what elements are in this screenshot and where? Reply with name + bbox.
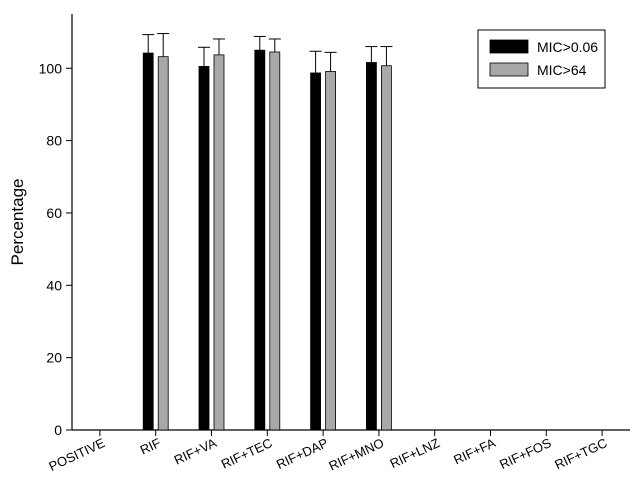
legend-label: MIC>0.06 (537, 39, 598, 55)
bar-series-group (142, 49, 392, 431)
y-tick-label: 80 (46, 133, 62, 149)
x-tick-label: RIF+LNZ (388, 435, 443, 471)
y-tick-label: 40 (46, 277, 62, 293)
bar (269, 51, 281, 431)
bar (365, 62, 377, 431)
x-tick-label: RIF+MNO (326, 435, 386, 473)
legend-label: MIC>64 (537, 62, 587, 78)
y-tick-label: 60 (46, 205, 62, 221)
x-tick-label: RIF+FA (451, 435, 498, 468)
y-tick-label: 20 (46, 350, 62, 366)
bar (213, 54, 225, 431)
error-bar-group (142, 33, 393, 73)
bar (310, 72, 322, 431)
x-tick-label: POSITIVE (46, 435, 107, 474)
x-tick-label: RIF+VA (172, 435, 219, 468)
bar (380, 65, 392, 431)
bar (254, 49, 266, 431)
y-axis: 0 20 40 60 80 100 (39, 60, 72, 438)
bar (198, 66, 210, 431)
bar (325, 71, 337, 431)
bar (142, 52, 154, 431)
y-axis-label: Percentage (8, 179, 27, 266)
x-tick-label: RIF+TGC (552, 435, 609, 472)
legend-swatch (489, 39, 529, 54)
x-tick-label: RIF+DAP (274, 435, 330, 472)
y-tick-label: 0 (54, 422, 62, 438)
bar (157, 56, 169, 431)
y-tick-label: 100 (39, 60, 63, 76)
x-tick-label: RIF+TEC (219, 435, 275, 472)
x-tick-label: RIF (138, 435, 163, 457)
legend-swatch (489, 62, 529, 77)
x-tick-label: RIF+FOS (497, 435, 554, 472)
legend: MIC>0.06 MIC>64 (477, 29, 606, 89)
